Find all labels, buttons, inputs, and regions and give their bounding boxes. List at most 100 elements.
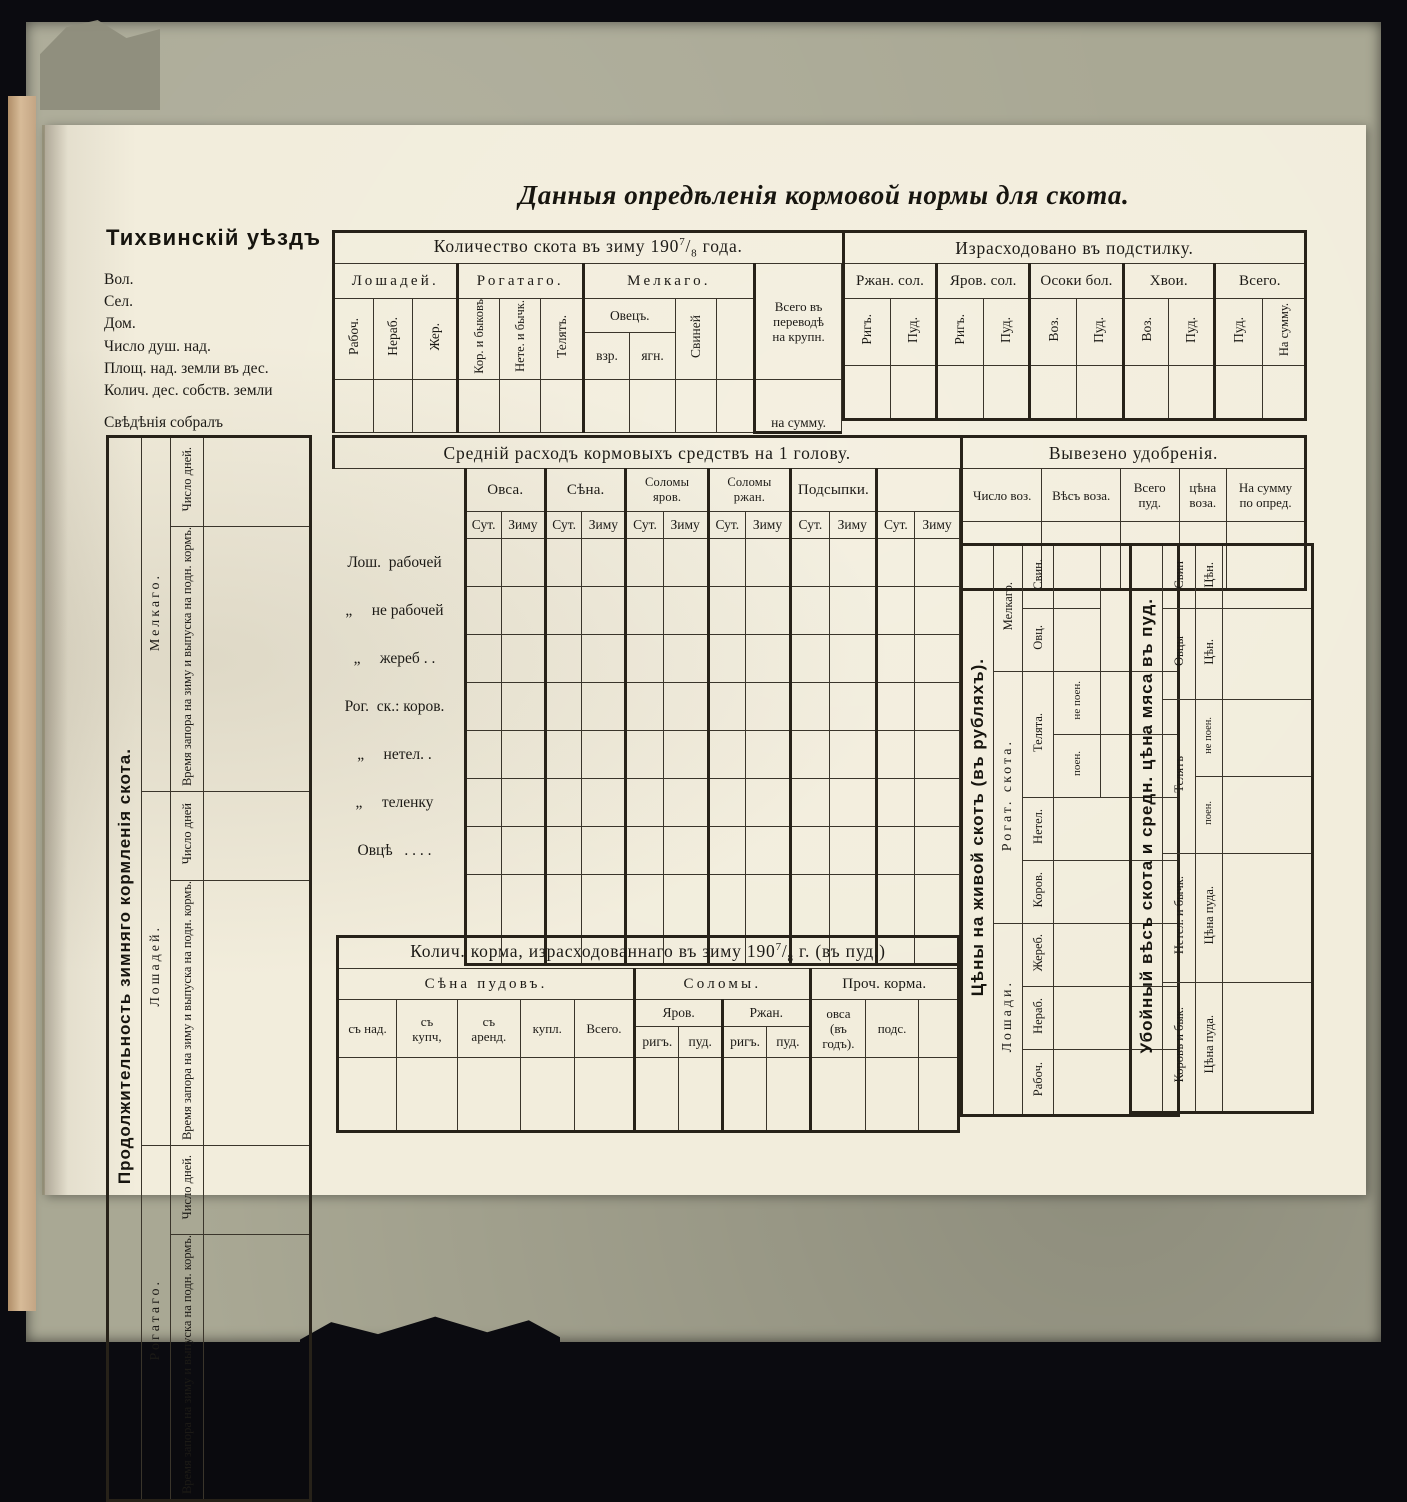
cell[interactable] [624, 682, 664, 731]
cell[interactable] [744, 682, 792, 731]
cell[interactable] [828, 730, 877, 779]
cell-conifer-voz[interactable] [1121, 365, 1170, 421]
cell[interactable] [463, 538, 502, 587]
cell[interactable] [662, 586, 709, 635]
cell-sheep-lamb[interactable] [629, 378, 676, 433]
cell-price-pigs[interactable] [1053, 543, 1101, 609]
cell[interactable] [706, 538, 746, 587]
cell-hay-rented[interactable] [456, 1057, 521, 1133]
cell[interactable] [662, 538, 709, 587]
cell-conifer-pud[interactable] [1168, 365, 1215, 421]
cell-sedge-voz[interactable] [1028, 365, 1078, 421]
cell[interactable] [744, 730, 792, 779]
cell-spring-straw-rigs[interactable] [633, 1057, 680, 1133]
cell-sheep-adult[interactable] [581, 378, 631, 433]
cell-pig-price[interactable] [1222, 543, 1314, 609]
cell[interactable] [874, 682, 915, 731]
cell[interactable] [662, 682, 709, 731]
cell[interactable] [706, 634, 746, 683]
cell[interactable] [744, 826, 792, 875]
cell-hay-allot[interactable] [335, 1057, 398, 1133]
cell[interactable] [624, 634, 664, 683]
cell-oats-year[interactable] [808, 1057, 867, 1133]
cell-podsypka[interactable] [865, 1057, 919, 1133]
cell[interactable] [913, 634, 961, 683]
cell-sedge-pud[interactable] [1076, 365, 1124, 421]
cell[interactable] [828, 634, 877, 683]
cell[interactable] [543, 538, 583, 587]
cell-total-pud[interactable] [1212, 365, 1264, 421]
cell[interactable] [789, 826, 830, 875]
cell-spring-rigs[interactable] [935, 365, 984, 421]
cell-cow-weight[interactable] [1222, 982, 1314, 1114]
cell[interactable] [662, 730, 709, 779]
cell[interactable] [913, 826, 961, 875]
cell-hay-bought[interactable] [519, 1057, 575, 1133]
cell[interactable] [744, 634, 792, 683]
cell[interactable] [913, 730, 961, 779]
cell[interactable] [874, 730, 915, 779]
cell[interactable] [543, 730, 583, 779]
cell[interactable] [463, 682, 502, 731]
cell[interactable] [662, 826, 709, 875]
cell-rye-pud[interactable] [889, 365, 938, 421]
cell[interactable] [874, 634, 915, 683]
cell[interactable] [543, 826, 583, 875]
cell-heifers-steers[interactable] [499, 378, 542, 433]
cell[interactable] [828, 778, 877, 827]
cell[interactable] [874, 826, 915, 875]
cell[interactable] [744, 538, 792, 587]
cell[interactable] [581, 682, 627, 731]
cell[interactable] [913, 586, 961, 635]
cell[interactable] [828, 538, 877, 587]
cell-horse-working[interactable] [331, 378, 375, 433]
cell[interactable] [874, 586, 915, 635]
cell[interactable] [624, 826, 664, 875]
cell[interactable] [500, 538, 546, 587]
cell[interactable] [624, 730, 664, 779]
cell[interactable] [789, 538, 830, 587]
cell[interactable] [789, 778, 830, 827]
cell[interactable] [706, 778, 746, 827]
cell[interactable] [463, 778, 502, 827]
cell[interactable] [581, 826, 627, 875]
cell[interactable] [913, 538, 961, 587]
cell[interactable] [543, 778, 583, 827]
cell[interactable] [874, 538, 915, 587]
cell-cattle-days[interactable] [203, 1145, 312, 1236]
cell-rye-straw-rigs[interactable] [720, 1057, 768, 1133]
cell-rye-rigs[interactable] [842, 365, 891, 421]
cell[interactable] [706, 826, 746, 875]
cell[interactable] [543, 586, 583, 635]
cell[interactable] [500, 586, 546, 635]
cell[interactable] [543, 634, 583, 683]
cell[interactable] [828, 682, 877, 731]
cell[interactable] [463, 826, 502, 875]
cell[interactable] [500, 682, 546, 731]
cell[interactable] [581, 730, 627, 779]
cell-hay-purchased-deed[interactable] [396, 1057, 458, 1133]
cell-horse-period[interactable] [203, 880, 312, 1147]
cell[interactable] [463, 730, 502, 779]
cell[interactable] [789, 730, 830, 779]
cell-pigs[interactable] [674, 378, 718, 433]
cell-price-sheep[interactable] [1053, 608, 1101, 672]
cell-sheep-price[interactable] [1222, 608, 1314, 700]
cell-small-days[interactable] [203, 435, 312, 527]
cell[interactable] [581, 538, 627, 587]
cell-calves[interactable] [540, 378, 584, 433]
cell-small-blank[interactable] [716, 378, 756, 433]
cell[interactable] [500, 826, 546, 875]
cell-horse-days[interactable] [203, 791, 312, 882]
cell[interactable] [789, 586, 830, 635]
cell[interactable] [913, 778, 961, 827]
cell-cattle-period[interactable] [203, 1234, 312, 1502]
cell-horse-foal[interactable] [412, 378, 458, 433]
cell-rye-straw-pud[interactable] [766, 1057, 811, 1133]
cell-horse-nonworking[interactable] [373, 378, 414, 433]
cell[interactable] [706, 682, 746, 731]
cell-spring-straw-pud[interactable] [678, 1057, 723, 1133]
cell-calf-fed[interactable] [1222, 776, 1314, 854]
cell-hay-total[interactable] [573, 1057, 636, 1133]
cell[interactable] [463, 634, 502, 683]
